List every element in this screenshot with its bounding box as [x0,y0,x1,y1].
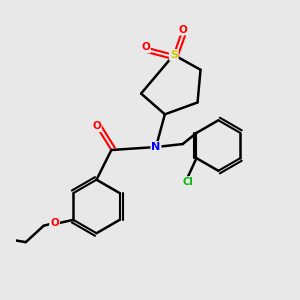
Text: O: O [92,121,101,131]
Text: O: O [141,43,150,52]
Text: S: S [170,50,178,60]
Text: O: O [50,218,59,228]
Text: Cl: Cl [182,177,193,187]
Text: O: O [178,25,187,34]
Text: N: N [151,142,160,152]
Text: O: O [50,218,59,228]
